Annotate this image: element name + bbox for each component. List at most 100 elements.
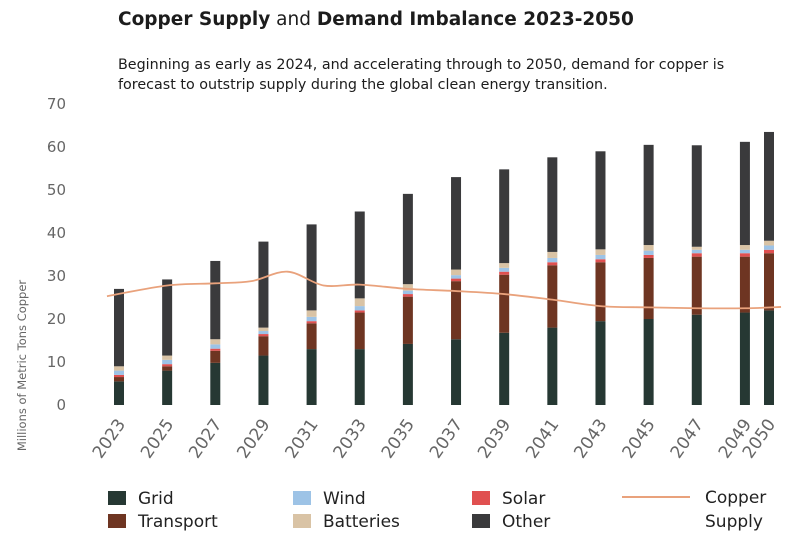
bar-grid-2049 [739, 312, 750, 405]
y-tick-label: 10 [47, 353, 66, 371]
bar-wind-2027 [210, 344, 221, 349]
bar-transport-2039 [499, 274, 510, 333]
bar-grid-2023 [114, 381, 124, 405]
bar-other-2047 [691, 145, 702, 247]
bar-other-2025 [162, 279, 173, 356]
bar-other-2041 [547, 157, 558, 252]
bar-transport-2043 [595, 262, 606, 322]
bar-wind-2035 [402, 290, 413, 295]
bar-batteries-2039 [499, 263, 510, 268]
bar-other-2035 [402, 193, 413, 285]
bar-wind-2037 [451, 275, 462, 279]
x-tick-label: 2047 [667, 415, 708, 462]
legend-label-solar: Solar [502, 489, 545, 509]
bar-batteries-2023 [114, 366, 124, 371]
bar-grid-2045 [643, 319, 654, 405]
bar-solar-2025 [162, 364, 173, 367]
bar-transport-2035 [402, 296, 413, 344]
bar-solar-2031 [306, 321, 317, 324]
bar-batteries-2045 [643, 245, 654, 251]
x-tick-label: 2041 [522, 415, 563, 462]
x-tick-label: 2033 [330, 415, 371, 462]
bar-batteries-2033 [354, 298, 365, 307]
bar-grid-2031 [306, 349, 317, 405]
bar-batteries-2041 [547, 251, 558, 258]
bar-transport-2031 [306, 323, 317, 350]
bar-other-2045 [643, 144, 654, 246]
bar-batteries-2043 [595, 249, 606, 255]
bar-batteries-2025 [162, 355, 173, 360]
bar-transport-2025 [162, 366, 173, 371]
y-tick-label: 40 [47, 224, 66, 242]
bar-transport-2050 [764, 253, 774, 311]
bar-solar-2033 [354, 310, 365, 313]
x-tick-label: 2039 [474, 415, 515, 462]
x-tick-label: 2035 [378, 415, 419, 462]
copper-supply-line [106, 270, 782, 310]
bar-grid-2033 [354, 349, 365, 405]
bar-transport-2033 [354, 312, 365, 350]
bar-grid-2050 [764, 310, 774, 405]
bar-transport-2049 [739, 256, 750, 313]
legend-label-copper-supply: Copper [705, 488, 766, 508]
bar-batteries-2035 [402, 284, 413, 291]
bar-other-2039 [499, 169, 510, 264]
bar-wind-2050 [764, 245, 774, 250]
bar-solar-2049 [739, 253, 750, 257]
bar-batteries-2050 [764, 240, 774, 246]
bar-grid-2025 [162, 370, 173, 405]
y-axis-label: Millions of Metric Tons Copper [15, 280, 29, 452]
bar-batteries-2047 [691, 246, 702, 250]
legend-label-other: Other [502, 512, 550, 532]
bar-wind-2049 [739, 249, 750, 254]
bar-wind-2031 [306, 316, 317, 322]
bar-solar-2037 [451, 278, 462, 282]
bar-other-2049 [739, 141, 750, 246]
legend-swatch-wind [293, 491, 311, 505]
y-tick-label: 70 [47, 95, 66, 113]
bar-other-2027 [210, 260, 221, 340]
bar-solar-2023 [114, 374, 124, 378]
bar-solar-2050 [764, 249, 774, 254]
bar-wind-2045 [643, 250, 654, 255]
bar-solar-2035 [402, 294, 413, 297]
y-tick-label: 0 [56, 396, 66, 414]
x-tick-label: 2029 [233, 415, 274, 462]
bar-other-2050 [764, 131, 774, 241]
legend-swatch-other [472, 514, 490, 528]
x-tick-label: 2027 [185, 415, 226, 462]
bar-grid-2037 [451, 339, 462, 405]
bar-solar-2045 [643, 254, 654, 258]
bar-batteries-2031 [306, 310, 317, 317]
legend-label-transport: Transport [137, 512, 218, 532]
bar-transport-2029 [258, 336, 269, 356]
legend-label-grid: Grid [138, 489, 174, 509]
bar-wind-2025 [162, 359, 173, 365]
chart-subtitle: Beginning as early as 2024, and accelera… [118, 57, 725, 93]
chart-title: Copper Supply and Demand Imbalance 2023-… [118, 9, 634, 30]
x-tick-label: 2043 [570, 415, 611, 462]
bar-wind-2029 [258, 331, 269, 335]
bar-other-2029 [258, 241, 269, 328]
bar-other-2043 [595, 151, 606, 250]
legend-label-wind: Wind [323, 489, 366, 509]
y-tick-label: 60 [47, 138, 66, 156]
bar-solar-2029 [258, 334, 269, 337]
bar-solar-2027 [210, 348, 221, 351]
bar-other-2037 [451, 177, 462, 270]
bar-transport-2023 [114, 377, 124, 382]
bar-grid-2027 [210, 362, 221, 405]
bar-other-2023 [114, 288, 124, 367]
legend-label-copper-supply: Supply [705, 512, 763, 532]
x-tick-label: 2037 [426, 415, 467, 462]
bar-wind-2039 [499, 267, 510, 272]
bar-grid-2039 [499, 332, 510, 405]
legend-swatch-transport [108, 514, 126, 528]
bar-grid-2041 [547, 327, 558, 405]
bar-other-2031 [306, 224, 317, 311]
bar-solar-2047 [691, 253, 702, 257]
bar-transport-2045 [643, 257, 654, 319]
x-tick-label: 2023 [89, 415, 130, 462]
legend-swatch-grid [108, 491, 126, 505]
legend-swatch-batteries [293, 514, 311, 528]
